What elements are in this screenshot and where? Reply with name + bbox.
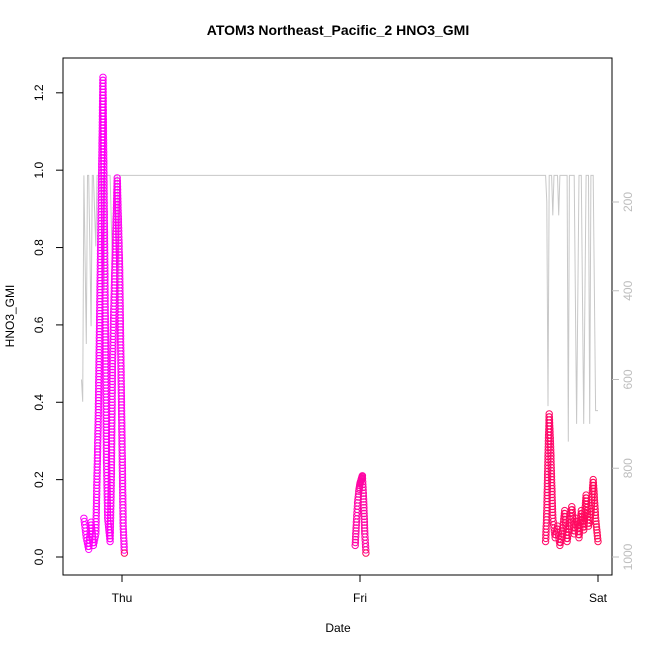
y-tick-label: 0.6 <box>32 316 46 333</box>
data-point <box>593 529 601 537</box>
data-point <box>352 527 360 535</box>
data-point <box>360 501 368 509</box>
data-point <box>362 546 370 554</box>
data-point <box>360 521 369 529</box>
data-point <box>120 546 128 554</box>
data-point <box>351 535 360 544</box>
axes-layer: 0.0 0.2 0.4 0.6 0.8 1.0 1.2 Thu Fri Sat 200 400 600 8… <box>32 57 635 605</box>
data-point <box>580 520 588 528</box>
x-tick-label: Sat <box>589 591 608 605</box>
data-point <box>362 549 370 557</box>
y-tick-label: 0.4 <box>32 394 46 411</box>
data-point <box>360 524 369 532</box>
data-point <box>360 504 368 512</box>
data-point <box>352 533 360 541</box>
data-point <box>358 475 367 483</box>
x-tick-label: Fri <box>353 591 367 605</box>
data-point <box>99 106 108 114</box>
data-point <box>108 380 117 389</box>
data-point <box>359 486 367 494</box>
right-tick-label: 200 <box>621 192 635 212</box>
data-point <box>360 515 368 523</box>
data-point <box>587 507 595 516</box>
data-point <box>580 517 588 525</box>
data-point <box>358 472 367 480</box>
data-point <box>106 514 115 522</box>
data-point <box>108 440 116 448</box>
data-point <box>359 483 367 492</box>
data-point <box>99 136 108 144</box>
data-point <box>593 532 602 540</box>
y-tick-label: 0.2 <box>32 471 46 488</box>
y-tick-label: 0.0 <box>32 548 46 565</box>
data-point <box>108 368 117 377</box>
x-axis-label: Date <box>325 621 351 635</box>
data-point <box>351 538 360 547</box>
data-point <box>99 85 107 94</box>
data-point <box>360 512 368 521</box>
pressure-line <box>81 174 598 442</box>
data-point <box>100 207 109 216</box>
y-tick-label: 0.8 <box>32 239 46 256</box>
data-point <box>352 524 360 532</box>
data-point <box>99 139 108 147</box>
data-point <box>594 537 602 546</box>
data-point <box>580 526 588 534</box>
data-point <box>120 549 129 557</box>
data-point <box>108 428 116 436</box>
data-point <box>587 510 595 519</box>
data-point <box>591 514 600 522</box>
data-point <box>593 526 601 534</box>
y-tick-label: 1.0 <box>32 162 46 179</box>
data-point <box>360 509 368 518</box>
right-tick-label: 800 <box>621 458 635 478</box>
data-point <box>359 495 368 503</box>
right-tick-label: 400 <box>621 280 635 300</box>
data-point <box>359 480 367 489</box>
y-tick-label: 1.2 <box>32 84 46 101</box>
right-tick-label: 600 <box>621 369 635 389</box>
data-point <box>351 541 359 550</box>
data-point <box>592 517 600 525</box>
data-point <box>359 477 367 486</box>
data-point <box>108 389 116 397</box>
y-axis-label: HNO3_GMI <box>3 285 17 348</box>
data-point <box>587 504 595 513</box>
data-point <box>360 506 368 515</box>
data-point <box>359 489 367 497</box>
data-point <box>99 118 108 126</box>
data-point <box>592 523 601 531</box>
points-layer <box>80 73 602 557</box>
pressure-layer <box>81 174 598 442</box>
x-tick-label: Thu <box>112 591 133 605</box>
plot-frame <box>62 57 613 576</box>
data-point <box>360 498 368 506</box>
data-point <box>360 518 369 526</box>
data-point <box>592 520 600 528</box>
right-tick-label: 1000 <box>621 543 635 570</box>
data-point <box>580 523 588 531</box>
chart-title: ATOM3 Northeast_Pacific_2 HNO3_GMI <box>207 22 469 38</box>
data-point <box>594 534 602 543</box>
data-point <box>352 530 360 538</box>
data-point <box>359 492 368 500</box>
